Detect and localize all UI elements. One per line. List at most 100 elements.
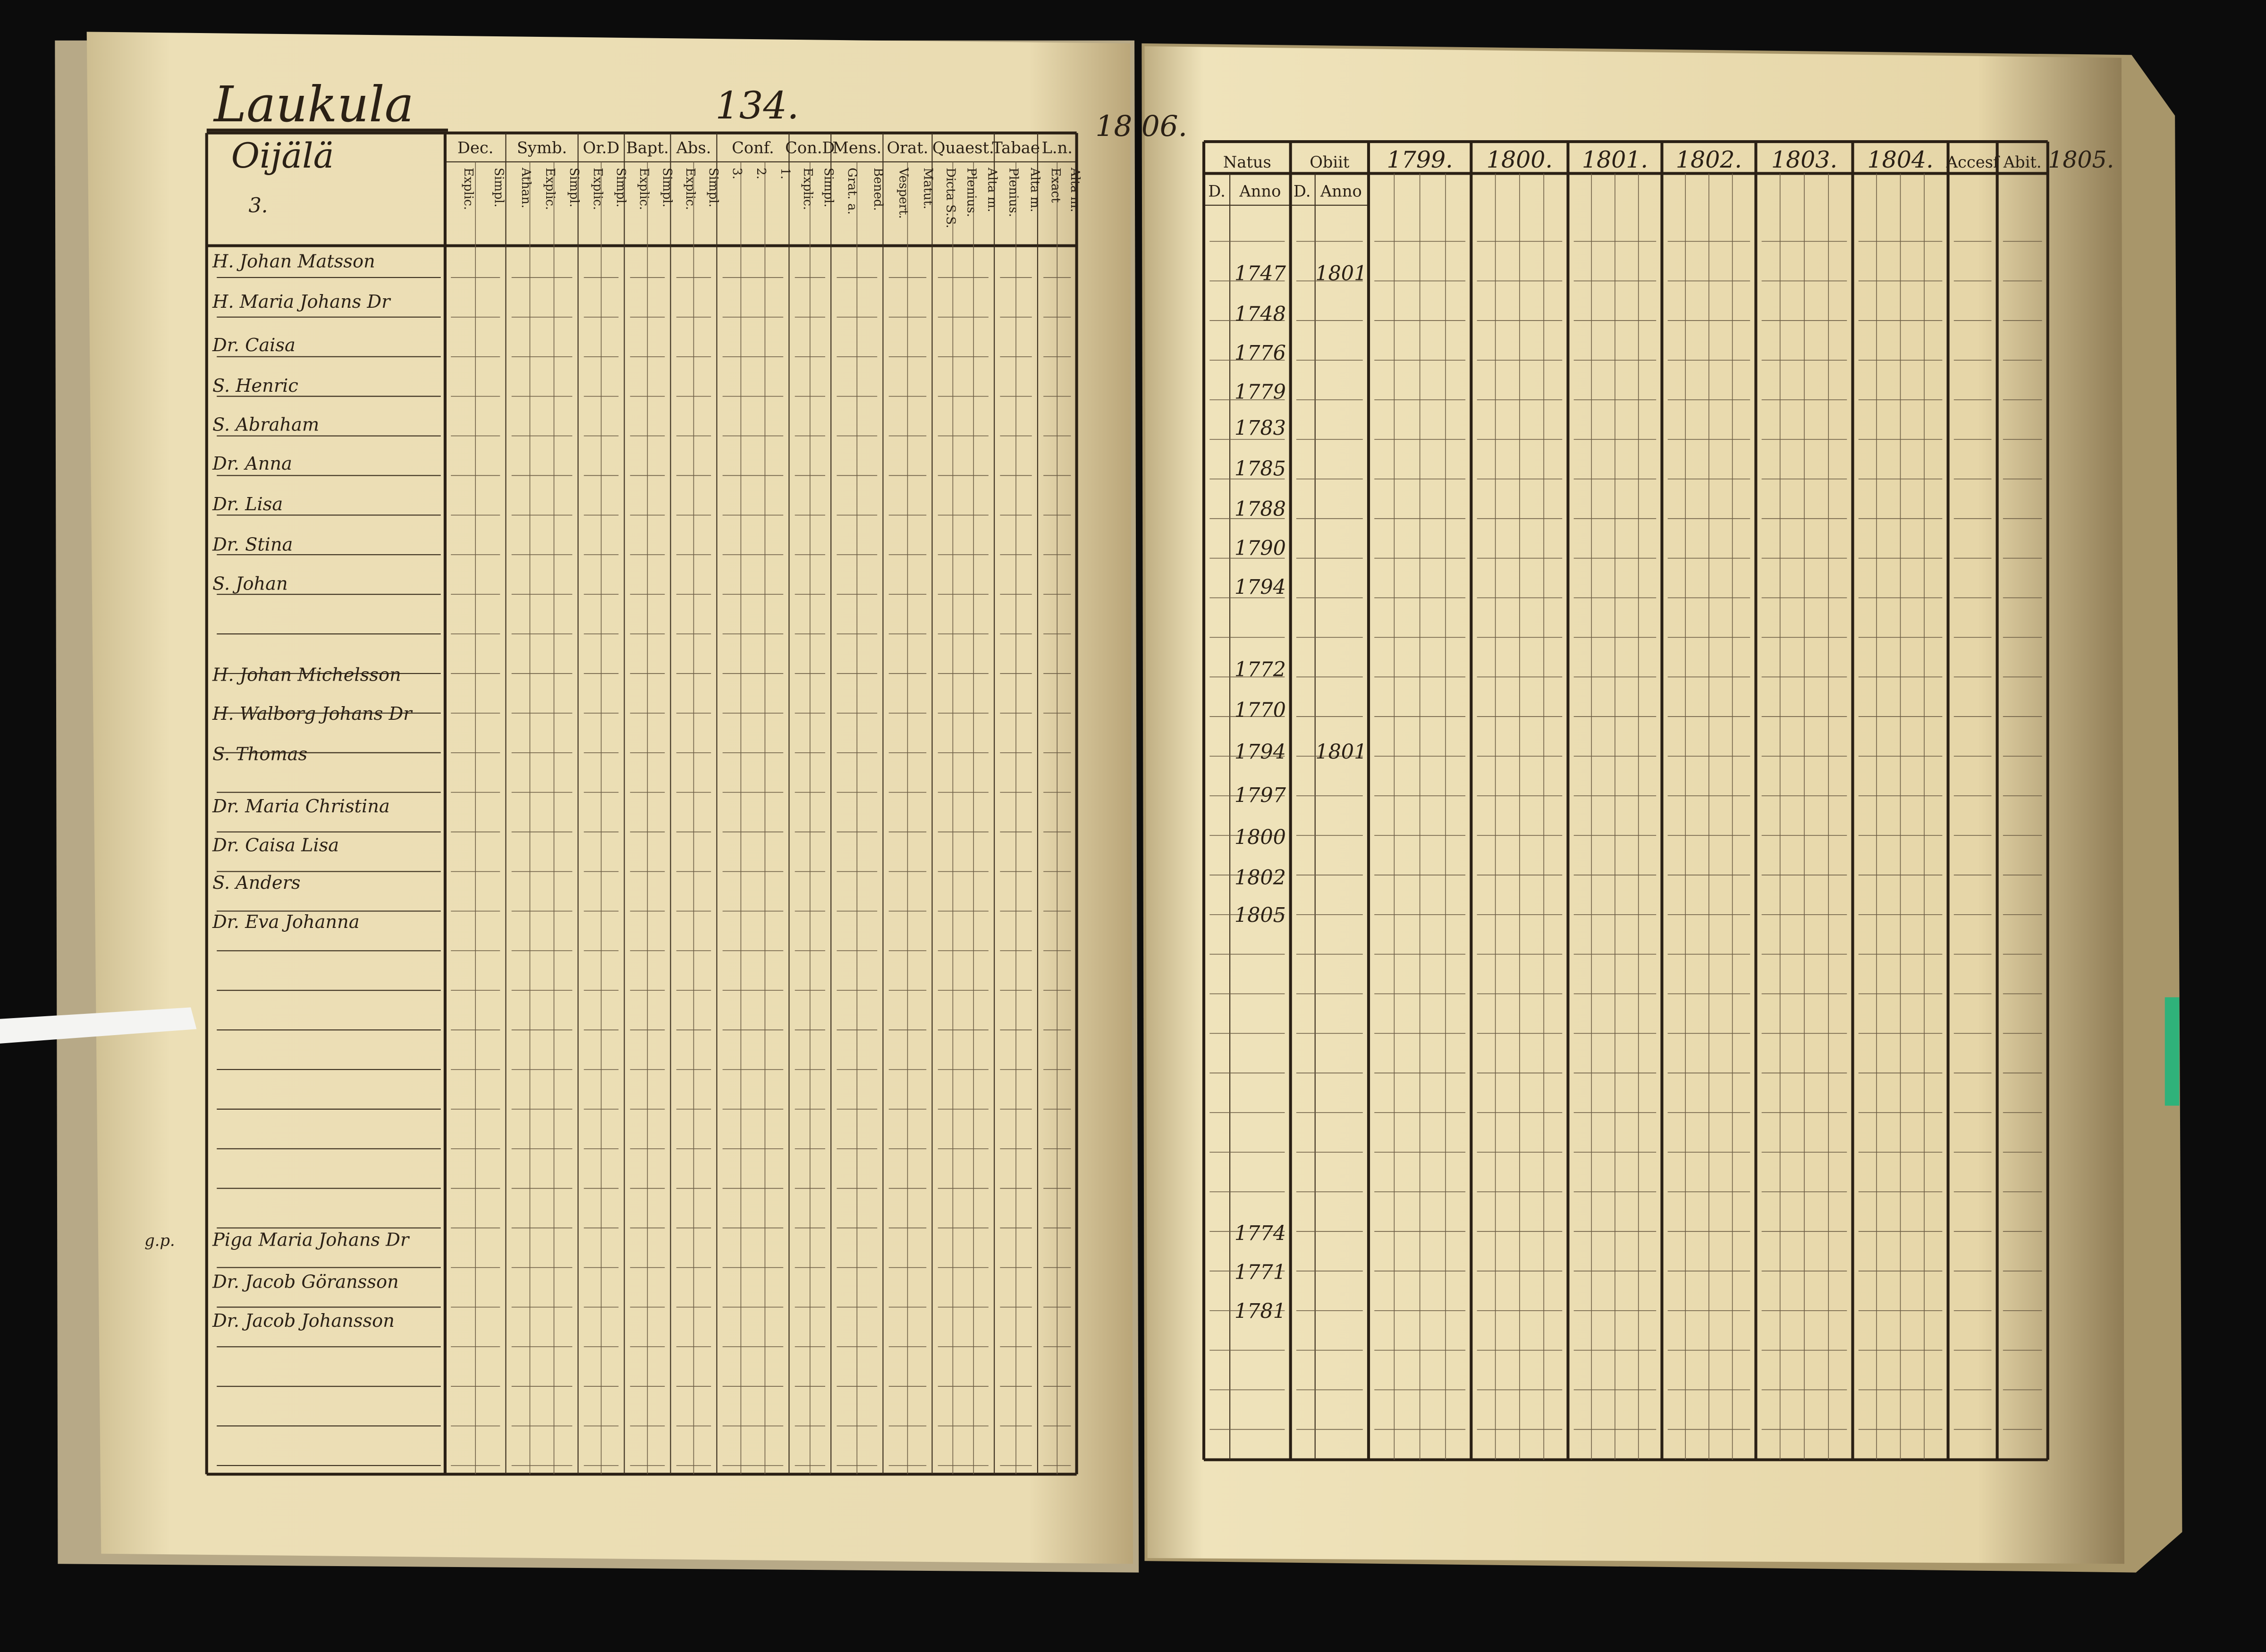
column-subheader: D. xyxy=(1208,182,1225,200)
column-subheader: Explic. xyxy=(591,168,605,210)
column-header: Con.D xyxy=(785,139,835,157)
person-name: S. Thomas xyxy=(212,744,307,765)
column-subheader: Simpl. xyxy=(660,168,674,207)
column-subheader: Simpl. xyxy=(567,168,581,207)
column-header: Orat. xyxy=(887,139,928,157)
birth-year: 1781 xyxy=(1234,1300,1286,1323)
person-name: Dr. Maria Christina xyxy=(212,796,390,817)
column-header: Tabae xyxy=(992,139,1040,157)
column-subheader: Alta m. xyxy=(1028,167,1042,212)
birth-year: 1772 xyxy=(1234,658,1286,682)
column-subheader: Alta m. xyxy=(985,167,999,212)
household-name: Oijälä xyxy=(231,136,334,176)
person-name: Dr. Jacob Göransson xyxy=(212,1271,399,1292)
person-name: H. Johan Michelsson xyxy=(212,664,401,685)
column-subheader: Anno xyxy=(1239,182,1281,200)
column-header: Abs. xyxy=(676,139,711,157)
column-header: Dec. xyxy=(457,139,493,157)
column-header: Or.D xyxy=(583,139,620,157)
column-subheader: Explic. xyxy=(543,168,557,210)
column-subheader: Grat. a. xyxy=(845,168,859,215)
birth-year: 1805 xyxy=(1234,904,1286,927)
column-header: Mens. xyxy=(832,139,881,157)
person-name: H. Johan Matsson xyxy=(212,251,375,272)
parish-title: Laukula xyxy=(213,76,414,133)
page-number: 134. xyxy=(715,84,799,127)
person-name: H. Walborg Johans Dr xyxy=(212,703,413,725)
birth-year: 1783 xyxy=(1234,417,1286,440)
column-header: 1804. xyxy=(1867,146,1933,173)
column-header: L.n. xyxy=(1042,139,1073,157)
person-name: H. Maria Johans Dr xyxy=(212,291,391,312)
column-header: 1805. xyxy=(2048,146,2114,173)
column-header: Quaest. xyxy=(932,139,994,157)
birth-year: 1779 xyxy=(1234,380,1286,404)
column-subheader: Explic. xyxy=(683,168,697,210)
person-name: Dr. Jacob Johansson xyxy=(212,1310,395,1332)
column-subheader: Explic. xyxy=(461,168,475,210)
column-header: 1799. xyxy=(1387,146,1453,173)
column-subheader: Exact xyxy=(1048,168,1063,203)
right-page xyxy=(1144,46,2124,1564)
column-subheader: Athan. xyxy=(519,167,533,208)
person-name: S. Henric xyxy=(212,375,298,396)
birth-year: 1794 xyxy=(1234,576,1286,599)
column-subheader: Vespert. xyxy=(896,167,911,219)
content: Laukula Oijälä 3. 134. 18 06. Dec. Explic… xyxy=(144,76,2114,1476)
column-subheader: Simpl. xyxy=(706,168,720,207)
column-subheader: Simpl. xyxy=(821,168,836,207)
column-header: 1803. xyxy=(1771,146,1837,173)
column-subheader: Plenius. xyxy=(1006,168,1020,217)
green-tab xyxy=(2165,997,2180,1106)
birth-year: 1800 xyxy=(1234,826,1286,849)
column-header: Conf. xyxy=(732,139,774,157)
person-name: S. Johan xyxy=(212,573,288,594)
column-subheader: Plenius. xyxy=(964,168,978,217)
death-year: 1801 xyxy=(1315,741,1367,764)
column-header: Accesf xyxy=(1946,153,2000,171)
birth-year: 1788 xyxy=(1234,497,1286,521)
column-subheader: Matut. xyxy=(921,168,935,209)
person-name: Dr. Caisa Lisa xyxy=(212,835,339,856)
person-name: S. Abraham xyxy=(212,414,319,436)
person-name: Dr. Lisa xyxy=(212,494,283,515)
column-subheader: Explic. xyxy=(637,168,651,210)
birth-year: 1748 xyxy=(1234,303,1286,326)
column-header: Abit. xyxy=(2003,153,2042,171)
column-subheader: 1. xyxy=(778,168,792,179)
person-name: S. Anders xyxy=(212,872,301,893)
column-header: Natus xyxy=(1223,153,1271,171)
column-subheader: 2. xyxy=(754,168,768,179)
column-subheader: Explic. xyxy=(801,168,815,210)
column-header: 1800. xyxy=(1487,146,1553,173)
column-subheader: Simpl. xyxy=(491,168,506,207)
column-subheader: D. xyxy=(1294,182,1311,200)
column-subheader: Anno xyxy=(1320,182,1362,200)
column-header: Symb. xyxy=(517,139,567,157)
birth-year: 1797 xyxy=(1234,784,1286,807)
birth-year: 1790 xyxy=(1234,537,1286,560)
birth-year: 1747 xyxy=(1234,262,1286,286)
birth-year: 1794 xyxy=(1234,741,1286,764)
birth-year: 1770 xyxy=(1234,699,1286,722)
column-header: Obiit xyxy=(1310,153,1350,171)
column-subheader: Simpl. xyxy=(614,168,628,207)
column-subheader: Dicta S.S. xyxy=(944,168,958,228)
birth-year: 1785 xyxy=(1234,457,1286,480)
person-name: Dr. Stina xyxy=(212,534,293,556)
person-name: Dr. Caisa xyxy=(212,335,296,356)
birth-year: 1771 xyxy=(1234,1261,1286,1284)
pencil xyxy=(0,1007,197,1044)
column-header: 1802. xyxy=(1676,146,1742,173)
household-number: 3. xyxy=(249,194,268,218)
column-subheader: Bened. xyxy=(871,168,885,211)
death-year: 1801 xyxy=(1315,262,1367,286)
column-subheader: 3. xyxy=(730,168,744,179)
row-prefix: g.p. xyxy=(144,1231,175,1250)
column-subheader: Alta m. xyxy=(1068,167,1082,212)
person-name: Dr. Anna xyxy=(212,453,292,474)
birth-year: 1802 xyxy=(1234,866,1286,890)
column-header: 1801. xyxy=(1582,146,1648,173)
